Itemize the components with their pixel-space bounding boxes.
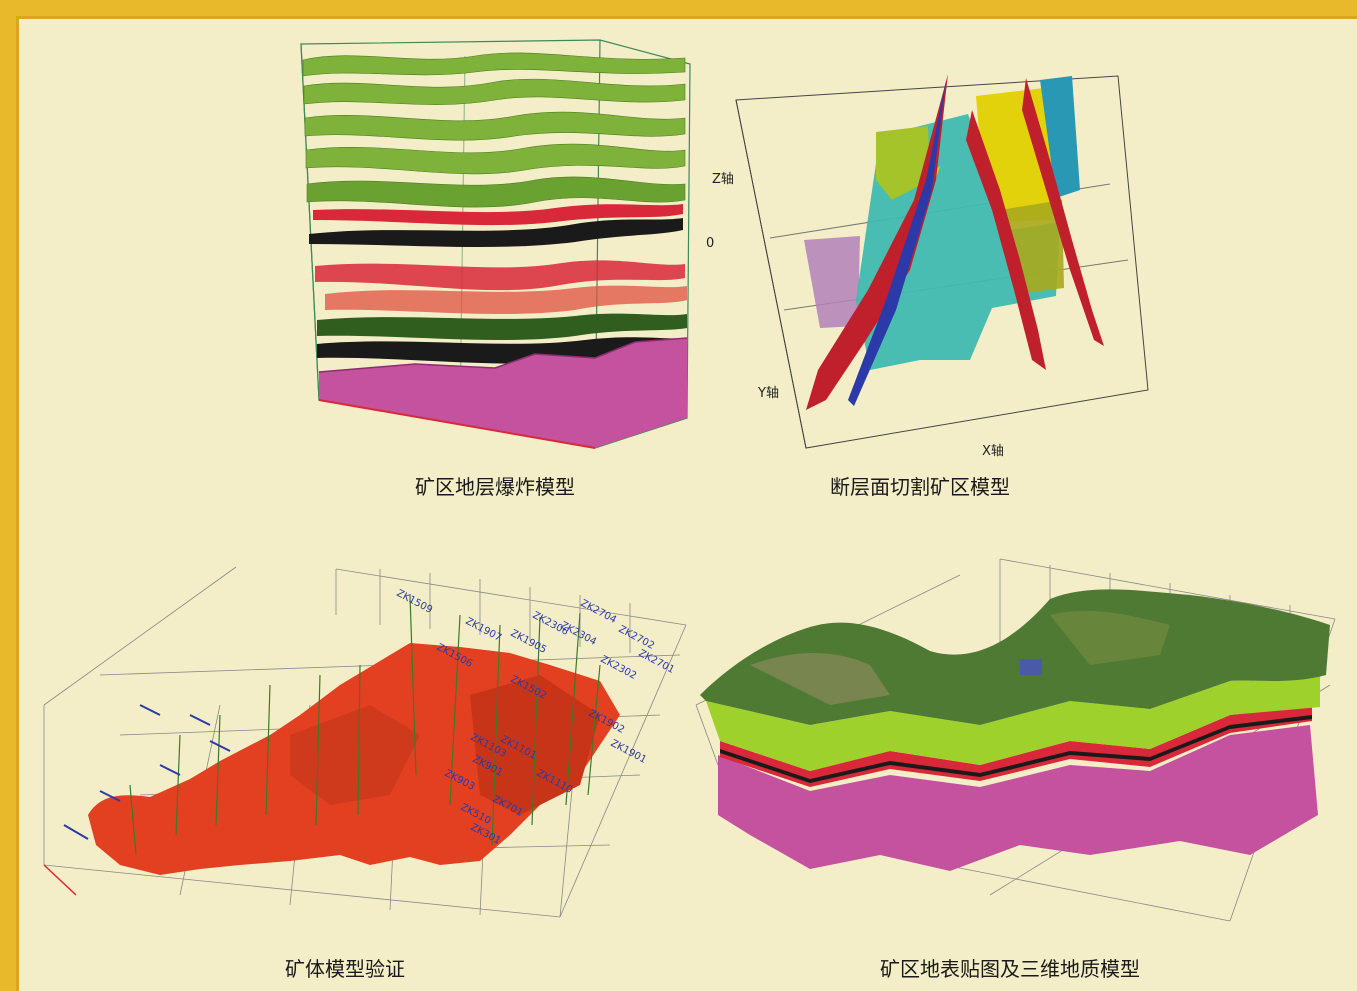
drill-label: ZK1901 — [609, 738, 648, 766]
z-axis-label: Z轴 — [712, 172, 734, 187]
orebody-caption: 矿体模型验证 — [285, 957, 405, 981]
drill-label: ZK2704 — [579, 598, 618, 626]
drill-label: ZK2302 — [599, 654, 638, 682]
orebody-panel: ZK1509 ZK1907 ZK1905 ZK2306 ZK2304 ZK2704 ZK27… — [40, 565, 690, 985]
drill-label: ZK1509 — [395, 588, 434, 616]
drill-label: ZK1110 — [535, 768, 574, 796]
drill-label: ZK2702 — [617, 624, 656, 652]
surface-caption: 矿区地表贴图及三维地质模型 — [880, 957, 1140, 981]
drill-label: ZK1905 — [509, 628, 548, 656]
drill-label: ZK903 — [443, 768, 477, 793]
zero-label: 0 — [706, 236, 715, 251]
orebody-graphic — [43, 566, 687, 918]
surface-model-graphic — [695, 558, 1336, 922]
strata-model-graphic — [300, 39, 691, 449]
drill-label: ZK1502 — [509, 674, 548, 702]
fault-caption: 断层面切割矿区模型 — [830, 475, 1010, 499]
drill-label: ZK1902 — [587, 708, 626, 736]
drill-label: ZK701 — [491, 794, 525, 819]
strata-caption: 矿区地层爆炸模型 — [415, 475, 575, 499]
strata-explosion-panel: 矿区地层爆炸模型 — [295, 38, 695, 499]
surface-panel: 矿区地表贴图及三维地质模型 — [690, 555, 1340, 985]
drill-label: ZK1506 — [435, 642, 474, 670]
fault-cut-panel: Z轴 0 Y轴 X轴 断层面切割矿区模型 — [700, 70, 1160, 500]
fault-model-graphic — [735, 74, 1149, 449]
drill-label: ZK2701 — [637, 648, 676, 676]
x-axis-label: X轴 — [982, 444, 1004, 459]
y-axis-label: Y轴 — [758, 386, 779, 401]
drill-label: ZK1907 — [464, 616, 503, 644]
